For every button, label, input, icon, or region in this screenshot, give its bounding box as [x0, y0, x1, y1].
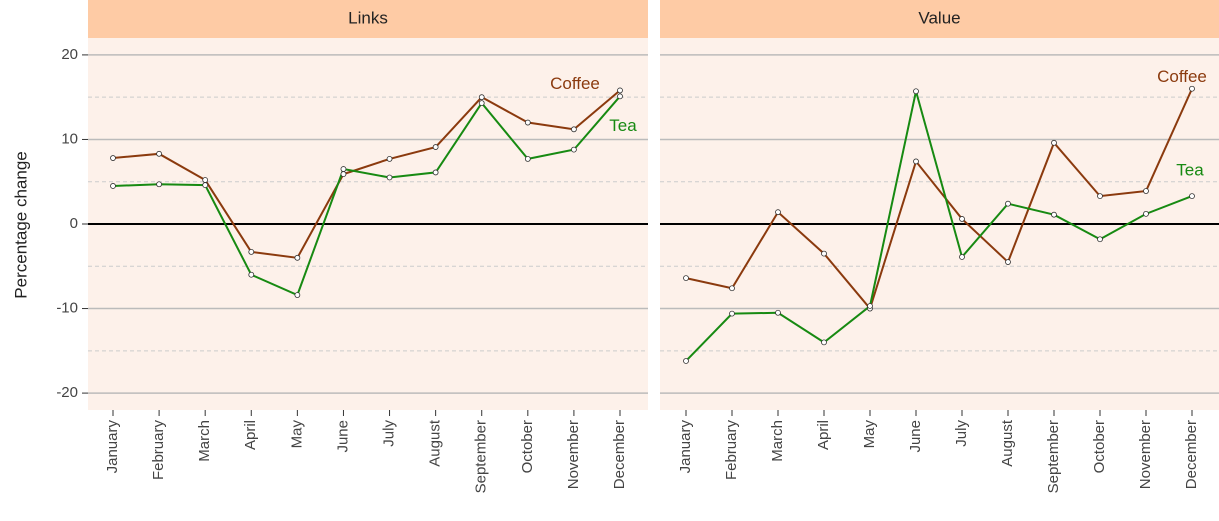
x-tick-label: August — [427, 419, 444, 467]
point — [617, 87, 623, 94]
series-line — [685, 90, 1193, 362]
point — [1005, 200, 1011, 207]
x-tick-label: January — [104, 420, 121, 474]
strip — [88, 0, 648, 38]
point — [1143, 188, 1149, 194]
point — [775, 309, 781, 316]
point — [478, 100, 485, 106]
point — [571, 126, 577, 133]
x-tick-label: May — [861, 420, 878, 449]
point — [386, 174, 393, 181]
point — [156, 181, 162, 188]
x-tick-label: July — [381, 420, 398, 447]
point — [683, 358, 689, 364]
point — [202, 177, 209, 183]
point — [524, 155, 531, 162]
point — [1051, 139, 1057, 146]
point — [959, 216, 965, 222]
point — [432, 169, 439, 176]
point — [617, 93, 623, 100]
x-tick-label: October — [519, 420, 536, 473]
y-tick-label: 20 — [61, 46, 78, 63]
point — [729, 310, 735, 317]
point — [110, 183, 116, 189]
series-label: Tea — [609, 116, 637, 135]
point — [821, 250, 827, 257]
point — [1143, 210, 1149, 217]
point — [248, 248, 255, 255]
point — [571, 146, 577, 153]
point — [110, 155, 116, 161]
x-tick-label: April — [242, 420, 259, 450]
point — [294, 292, 301, 298]
series-line — [112, 95, 621, 297]
point — [1051, 211, 1057, 218]
x-tick-label: March — [769, 420, 786, 462]
x-tick-label: August — [999, 419, 1016, 467]
point — [867, 303, 873, 309]
point — [156, 150, 162, 157]
x-tick-label: July — [953, 420, 970, 447]
point — [386, 155, 393, 162]
x-tick-label: May — [288, 420, 305, 449]
x-tick-label: December — [1183, 420, 1200, 489]
point — [524, 119, 531, 126]
x-tick-label: September — [1045, 420, 1062, 493]
point — [821, 339, 827, 346]
strip — [660, 0, 1219, 38]
series-label: Coffee — [550, 74, 600, 93]
point — [340, 166, 347, 172]
panel-title: Value — [918, 8, 960, 27]
x-tick-label: December — [611, 420, 628, 489]
point — [775, 209, 781, 216]
point — [729, 285, 735, 292]
series-line — [685, 88, 1193, 311]
point — [959, 254, 965, 260]
point — [340, 171, 347, 178]
y-tick-label: 0 — [70, 215, 78, 232]
x-tick-label: June — [334, 420, 351, 453]
point — [1189, 193, 1195, 200]
x-tick-label: November — [1137, 420, 1154, 489]
point — [1097, 193, 1103, 200]
point — [432, 144, 439, 150]
point — [248, 271, 255, 278]
point — [478, 94, 485, 101]
x-tick-label: September — [473, 420, 490, 493]
point — [1189, 85, 1195, 92]
y-tick-label: -10 — [56, 300, 78, 317]
x-tick-label: October — [1091, 420, 1108, 473]
x-tick-label: November — [565, 420, 582, 489]
x-tick-label: April — [815, 420, 832, 450]
x-tick-label: February — [150, 420, 167, 481]
point — [294, 254, 301, 261]
y-axis-label: Percentage change — [11, 151, 30, 298]
x-tick-label: January — [677, 420, 694, 474]
series-label: Tea — [1176, 161, 1204, 180]
panel-title: Links — [348, 8, 388, 27]
series-line — [112, 89, 621, 259]
point — [202, 182, 209, 189]
x-tick-label: February — [723, 420, 740, 481]
y-tick-label: -20 — [56, 384, 78, 401]
point — [1005, 259, 1011, 265]
x-tick-label: March — [196, 420, 213, 462]
point — [683, 275, 689, 282]
series-label: Coffee — [1157, 67, 1207, 86]
point — [913, 158, 919, 165]
point — [1097, 236, 1103, 243]
y-tick-label: 10 — [61, 130, 78, 147]
x-tick-label: June — [907, 420, 924, 453]
point — [913, 88, 919, 95]
